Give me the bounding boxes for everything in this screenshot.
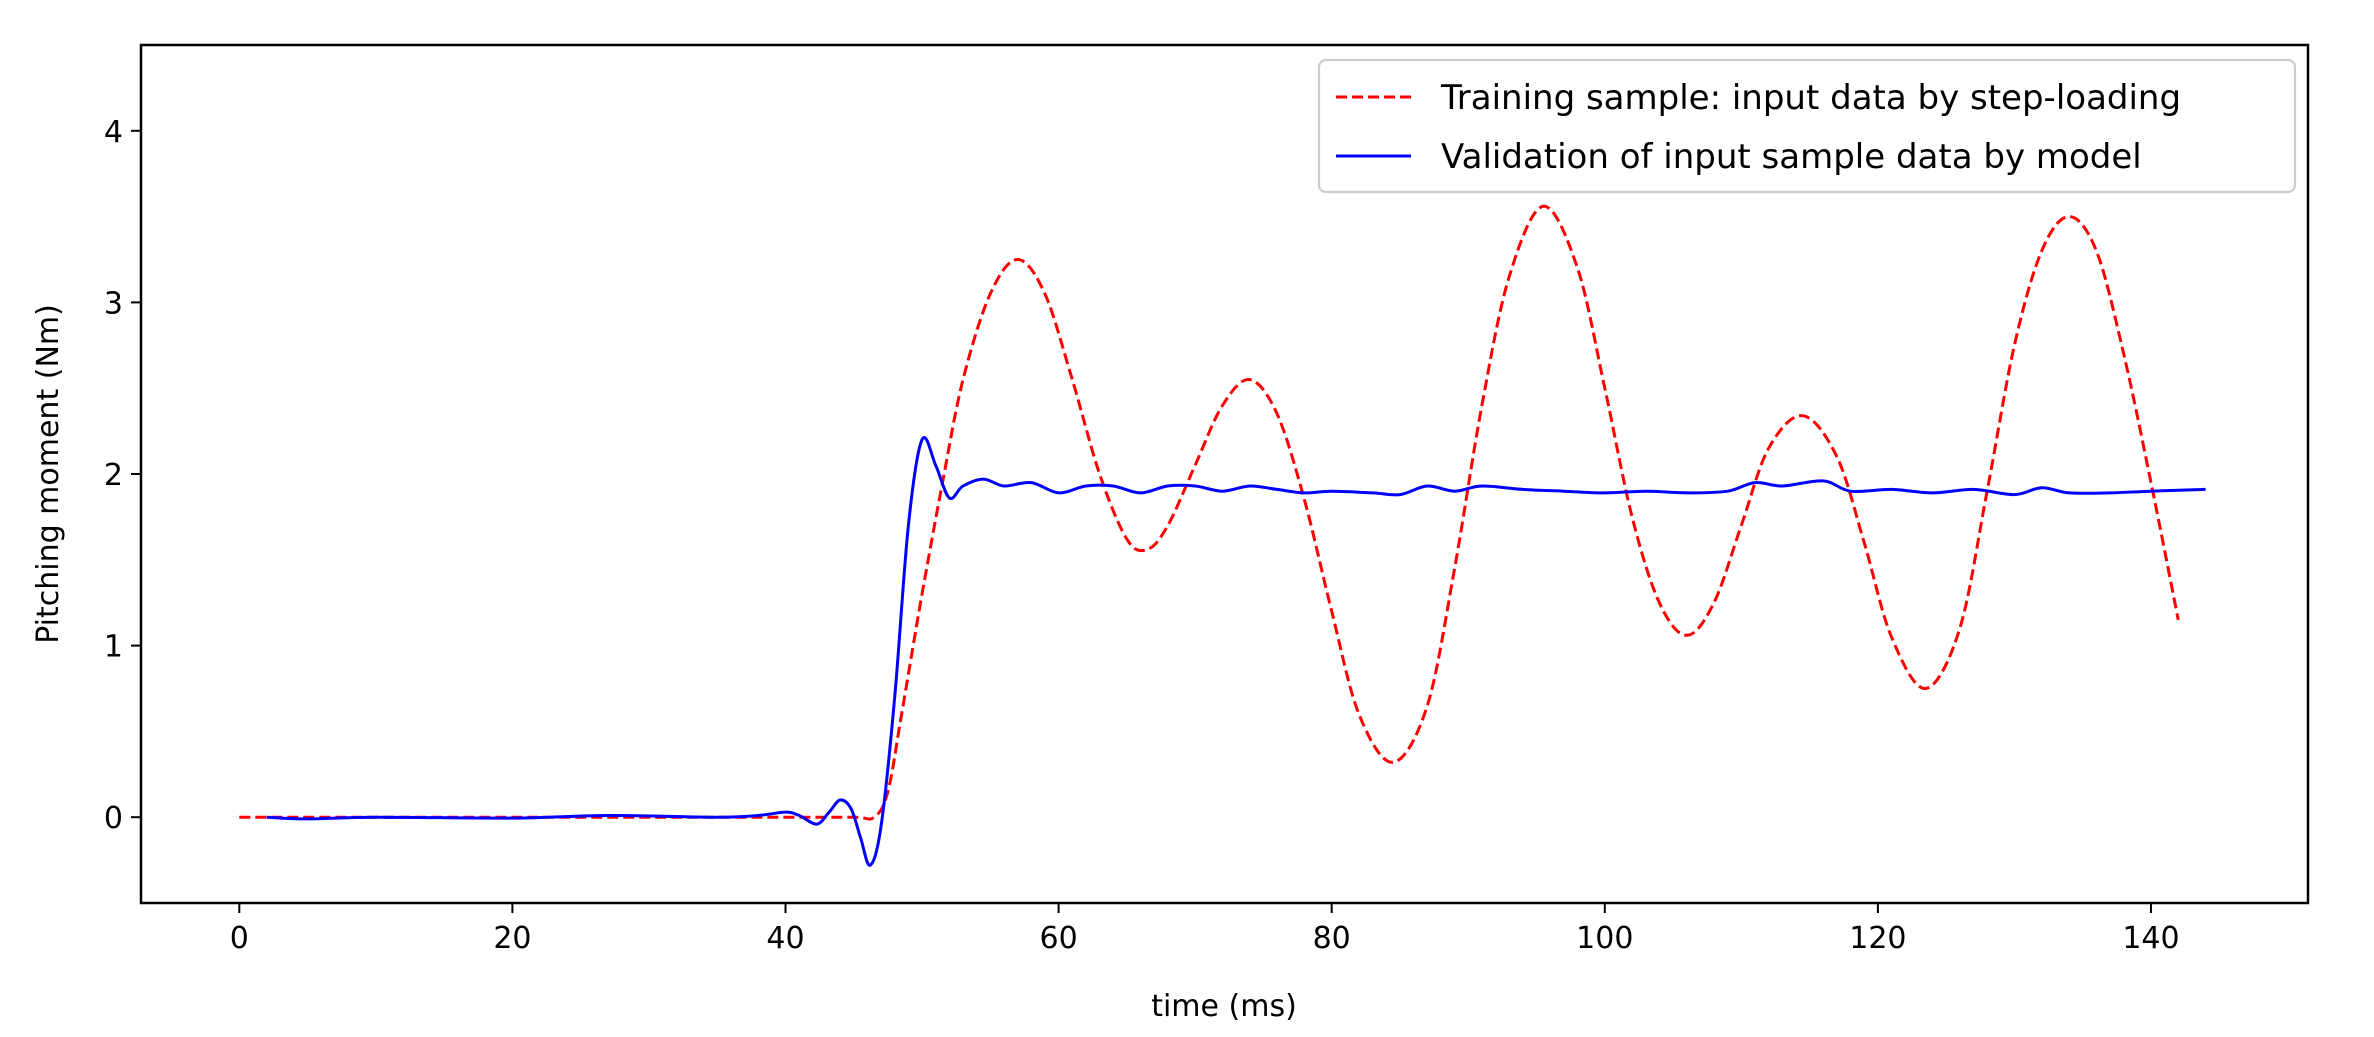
x-axis-label: time (ms)	[1151, 989, 1297, 1024]
x-tick-label: 100	[1576, 921, 1633, 956]
y-axis-label: Pitching moment (Nm)	[31, 304, 66, 644]
y-tick-label: 4	[104, 115, 123, 150]
legend-box	[1317, 58, 2297, 194]
validation-series-line	[266, 436, 2206, 867]
x-tick-label: 140	[2122, 921, 2179, 956]
x-tick-label: 0	[230, 921, 249, 956]
legend-label-validation: Validation of input sample data by model	[1441, 137, 2142, 177]
x-tick-label: 40	[766, 921, 804, 956]
y-tick-label: 1	[104, 630, 123, 665]
y-tick-label: 3	[104, 286, 123, 321]
x-tick-label: 60	[1040, 921, 1078, 956]
training-series-line	[239, 204, 2180, 821]
y-tick-label: 2	[104, 458, 123, 493]
legend-label-training: Training sample: input data by step-load…	[1440, 78, 2181, 118]
legend: Training sample: input data by step-load…	[1317, 58, 2297, 194]
x-tick-label: 120	[1849, 921, 1906, 956]
series-layer	[239, 204, 2206, 867]
x-tick-label: 20	[493, 921, 531, 956]
x-tick-label: 80	[1313, 921, 1351, 956]
y-tick-label: 0	[104, 801, 123, 836]
x-axis-ticks: 0 20 40 60 80 100 120 140	[230, 903, 2180, 956]
y-axis-ticks: 0 1 2 3 4	[104, 115, 141, 836]
